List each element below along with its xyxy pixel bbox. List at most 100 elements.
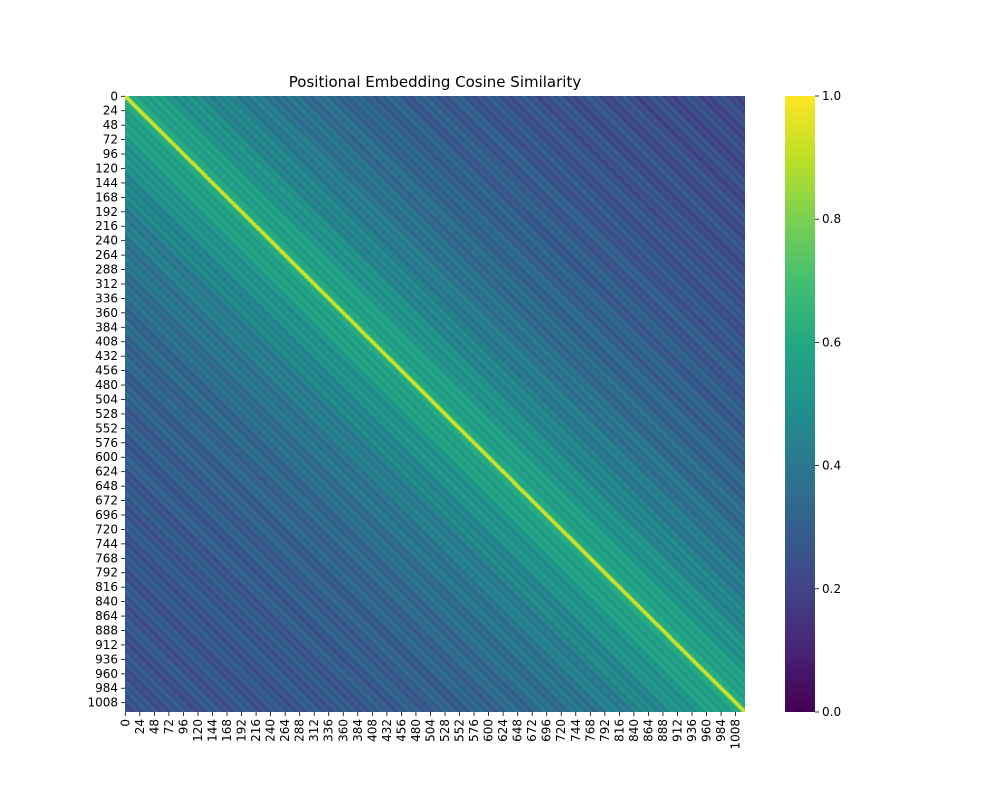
y-tick-label: 936 — [95, 652, 118, 666]
y-tick-label: 336 — [95, 291, 118, 305]
y-tick-label: 48 — [103, 118, 118, 132]
y-tick-label: 72 — [103, 133, 118, 147]
y-tick-label: 216 — [95, 219, 118, 233]
y-tick-label: 360 — [95, 306, 118, 320]
y-tick-label: 624 — [95, 465, 118, 479]
x-tick-label: 768 — [583, 719, 597, 742]
x-tick-label: 816 — [612, 719, 626, 742]
chart-title: Positional Embedding Cosine Similarity — [288, 73, 582, 91]
x-tick-label: 408 — [365, 719, 379, 742]
x-tick-label: 696 — [540, 719, 554, 742]
x-tick-label: 48 — [147, 719, 161, 734]
y-tick-label: 456 — [95, 364, 118, 378]
y-tick-label: 432 — [95, 349, 118, 363]
x-tick-label: 504 — [423, 719, 437, 742]
x-tick-label: 864 — [641, 719, 655, 742]
x-tick-label: 144 — [205, 719, 219, 742]
y-tick-label: 984 — [95, 681, 118, 695]
colorbar-tick-label: 0.6 — [822, 335, 841, 349]
x-tick-label: 456 — [394, 719, 408, 742]
x-tick-label: 480 — [409, 719, 423, 742]
x-tick-label: 384 — [351, 719, 365, 742]
x-tick-label: 960 — [700, 719, 714, 742]
y-tick-label: 816 — [95, 580, 118, 594]
y-tick-label: 288 — [95, 263, 118, 277]
x-tick-label: 1008 — [729, 719, 743, 750]
x-tick-label: 288 — [293, 719, 307, 742]
x-axis: 0 24 48 72 96 120 144 168 192 216 240 264 288 312 336 3… — [118, 712, 743, 750]
y-tick-label: 744 — [95, 537, 118, 551]
y-tick-label: 888 — [95, 623, 118, 637]
x-tick-label: 720 — [554, 719, 568, 742]
y-tick-label: 96 — [103, 147, 118, 161]
x-tick-label: 432 — [380, 719, 394, 742]
colorbar-tick-label: 0.0 — [822, 705, 841, 719]
colorbar-tick-label: 0.2 — [822, 582, 841, 596]
x-tick-label: 312 — [307, 719, 321, 742]
x-tick-label: 24 — [133, 719, 147, 734]
x-tick-label: 840 — [627, 719, 641, 742]
y-tick-label: 480 — [95, 378, 118, 392]
colorbar-axis: 0.0 0.2 0.4 0.6 0.8 1.0 — [815, 89, 841, 719]
x-tick-label: 192 — [235, 719, 249, 742]
y-tick-label: 552 — [95, 421, 118, 435]
x-tick-label: 600 — [482, 719, 496, 742]
colorbar — [785, 96, 815, 712]
y-tick-label: 408 — [95, 335, 118, 349]
x-tick-label: 360 — [336, 719, 350, 742]
x-tick-label: 528 — [438, 719, 452, 742]
x-tick-label: 72 — [162, 719, 176, 734]
x-tick-label: 888 — [656, 719, 670, 742]
y-tick-label: 600 — [95, 450, 118, 464]
x-tick-label: 0 — [118, 719, 132, 727]
y-tick-label: 168 — [95, 190, 118, 204]
x-tick-label: 264 — [278, 719, 292, 742]
x-tick-label: 216 — [249, 719, 263, 742]
x-tick-label: 792 — [598, 719, 612, 742]
y-tick-label: 864 — [95, 609, 118, 623]
x-tick-label: 576 — [467, 719, 481, 742]
y-tick-label: 384 — [95, 320, 118, 334]
y-tick-label: 120 — [95, 161, 118, 175]
x-tick-label: 672 — [525, 719, 539, 742]
y-tick-label: 840 — [95, 595, 118, 609]
y-tick-label: 528 — [95, 407, 118, 421]
y-tick-label: 24 — [103, 104, 118, 118]
colorbar-tick-label: 0.8 — [822, 212, 841, 226]
y-tick-label: 264 — [95, 248, 118, 262]
y-tick-label: 240 — [95, 234, 118, 248]
x-tick-label: 168 — [220, 719, 234, 742]
y-tick-label: 720 — [95, 522, 118, 536]
y-tick-label: 576 — [95, 436, 118, 450]
x-tick-label: 240 — [264, 719, 278, 742]
colorbar-tick-label: 1.0 — [822, 89, 841, 103]
y-tick-label: 696 — [95, 508, 118, 522]
x-tick-label: 744 — [569, 719, 583, 742]
x-tick-label: 936 — [685, 719, 699, 742]
x-tick-label: 120 — [191, 719, 205, 742]
x-tick-label: 984 — [714, 719, 728, 742]
y-tick-label: 312 — [95, 277, 118, 291]
x-tick-label: 624 — [496, 719, 510, 742]
y-tick-label: 192 — [95, 205, 118, 219]
y-tick-label: 792 — [95, 566, 118, 580]
x-tick-label: 648 — [511, 719, 525, 742]
y-axis: 0244872961201441681922162402642883123363… — [87, 89, 125, 710]
y-tick-label: 0 — [110, 89, 118, 103]
x-tick-label: 912 — [670, 719, 684, 742]
x-tick-label: 96 — [176, 719, 190, 734]
y-tick-label: 768 — [95, 551, 118, 565]
y-tick-label: 912 — [95, 638, 118, 652]
heatmap-plot — [125, 96, 745, 712]
colorbar-tick-label: 0.4 — [822, 459, 841, 473]
x-tick-label: 336 — [322, 719, 336, 742]
y-tick-label: 648 — [95, 479, 118, 493]
x-tick-label: 552 — [453, 719, 467, 742]
y-tick-label: 504 — [95, 392, 118, 406]
y-tick-label: 144 — [95, 176, 118, 190]
y-tick-label: 960 — [95, 667, 118, 681]
y-tick-label: 1008 — [87, 696, 118, 710]
y-tick-label: 672 — [95, 494, 118, 508]
